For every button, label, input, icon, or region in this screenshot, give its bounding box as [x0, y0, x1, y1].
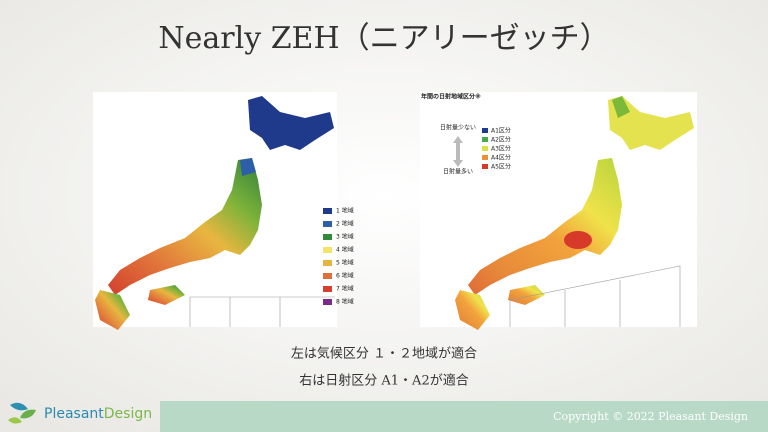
- legend-label: 4 地域: [336, 246, 354, 254]
- title: Nearly ZEH（ニアリーゼッチ）: [158, 21, 609, 56]
- legend-label: 5 地域: [336, 259, 354, 267]
- legend-label: 8 地域: [336, 298, 354, 306]
- arrow-label: 日射量多い: [443, 168, 473, 176]
- arrow-label: 日射量少ない: [440, 124, 476, 132]
- legend-label: A4区分: [491, 154, 511, 162]
- legend-label: 6 地域: [336, 272, 354, 280]
- caption: 左は気候区分 １・２地域が適合: [291, 346, 477, 362]
- caption: 右は日射区分 A1・A2が適合: [299, 373, 468, 389]
- legend-label: 2 地域: [336, 220, 354, 228]
- copyright: Copyright © 2022 Pleasant Design: [553, 410, 748, 423]
- logo-text: PleasantDesign: [44, 406, 152, 422]
- right-map: 年間の日射地域区分※ 日射量少ない 日射量多い A1区分 A2区分 A3区分 A…: [420, 92, 697, 330]
- left-legend: 1 地域 2 地域 3 地域 4 地域 5 地域 6 地域 7 地域 8 地域: [323, 207, 354, 306]
- legend-label: 7 地域: [336, 285, 354, 293]
- legend-label: A2区分: [491, 136, 511, 144]
- logo: PleasantDesign: [8, 402, 152, 424]
- legend-label: A1区分: [491, 127, 511, 135]
- left-map: 1 地域 2 地域 3 地域 4 地域 5 地域 6 地域 7 地域 8 地域: [93, 92, 354, 330]
- legend-label: 3 地域: [336, 233, 354, 241]
- legend-label: A5区分: [491, 163, 511, 171]
- logo-part: Pleasant: [44, 406, 104, 422]
- footer-bar: [160, 401, 768, 432]
- logo-part: Design: [104, 406, 152, 422]
- map-title: 年間の日射地域区分※: [421, 93, 481, 101]
- legend-label: A3区分: [491, 145, 511, 153]
- legend-label: 1 地域: [336, 207, 354, 215]
